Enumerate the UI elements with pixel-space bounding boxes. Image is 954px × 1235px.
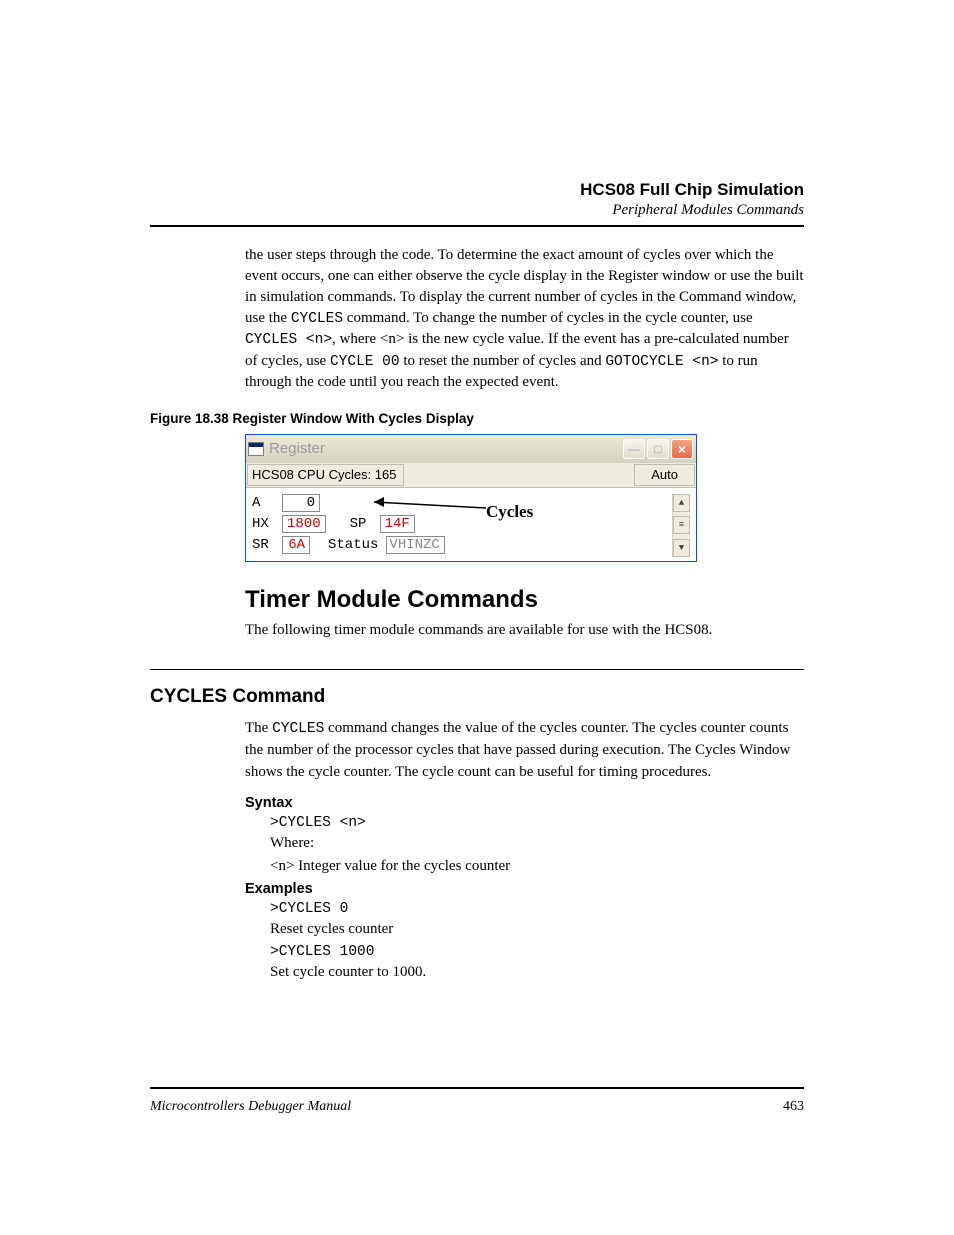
reg-sp-label: SP <box>350 516 372 532</box>
window-title: Register <box>269 440 325 457</box>
callout-arrow-icon <box>368 494 492 510</box>
page-header: HCS08 Full Chip Simulation Peripheral Mo… <box>150 180 804 219</box>
close-button[interactable]: × <box>671 439 693 459</box>
window-icon <box>248 442 264 456</box>
reg-status-value[interactable]: VHINZC <box>386 536 444 554</box>
cycles-callout-label: Cycles <box>486 502 533 522</box>
examples-heading: Examples <box>245 881 804 897</box>
reg-hx-value[interactable]: 1800 <box>282 515 326 533</box>
titlebar[interactable]: Register — □ × <box>246 435 696 463</box>
header-subtitle: Peripheral Modules Commands <box>150 202 804 219</box>
window-buttons: — □ × <box>623 439 693 459</box>
intro-text-2: command. To change the number of cycles … <box>343 310 753 326</box>
reg-hx-label: HX <box>252 516 274 532</box>
scroll-down-icon[interactable]: ▼ <box>673 539 690 557</box>
maximize-button[interactable]: □ <box>647 439 669 459</box>
scrollbar[interactable]: ▲ ≡ ▼ <box>672 494 690 557</box>
example-line-1: >CYCLES 0 <box>270 901 804 917</box>
cycles-command-heading: CYCLES Command <box>150 686 804 708</box>
register-window: Register — □ × HCS08 CPU Cycles: 165 Aut… <box>245 434 697 562</box>
syntax-block: >CYCLES <n> Where: <n> Integer value for… <box>270 815 804 875</box>
footer-manual-title: Microcontrollers Debugger Manual <box>150 1099 351 1115</box>
scroll-up-icon[interactable]: ▲ <box>673 494 690 512</box>
cpu-cycles-field[interactable]: HCS08 CPU Cycles: 165 <box>247 464 404 486</box>
intro-text-4: to reset the number of cycles and <box>400 353 606 369</box>
figure-caption: Figure 18.38 Register Window With Cycles… <box>150 411 804 426</box>
timer-module-heading: Timer Module Commands <box>245 586 804 614</box>
code-cycles: CYCLES <box>291 311 343 327</box>
auto-button[interactable]: Auto <box>634 464 695 486</box>
header-rule <box>150 225 804 227</box>
cycles-command-para: The CYCLES command changes the value of … <box>245 718 804 784</box>
reg-sr-label: SR <box>252 537 274 553</box>
page-footer: Microcontrollers Debugger Manual 463 <box>150 1087 804 1115</box>
footer-rule <box>150 1087 804 1089</box>
timer-module-intro: The following timer module commands are … <box>245 622 804 639</box>
cycles-para-t2: command changes the value of the cycles … <box>245 720 790 780</box>
syntax-line-2: Where: <box>270 835 804 852</box>
header-title: HCS08 Full Chip Simulation <box>150 180 804 200</box>
cycles-para-code: CYCLES <box>272 721 324 737</box>
page: HCS08 Full Chip Simulation Peripheral Mo… <box>0 0 954 1047</box>
scroll-thumb[interactable]: ≡ <box>673 516 690 534</box>
reg-a-label: A <box>252 495 274 511</box>
syntax-line-3: <n> Integer value for the cycles counter <box>270 858 804 875</box>
example-line-2: Reset cycles counter <box>270 921 804 938</box>
minimize-button[interactable]: — <box>623 439 645 459</box>
code-gotocycle: GOTOCYCLE <n> <box>605 354 718 370</box>
register-body: Cycles A 0 HX 1800 SP 14F SR 6A Status <box>246 488 696 561</box>
register-row-hx-sp: HX 1800 SP 14F <box>252 515 672 533</box>
reg-sp-value[interactable]: 14F <box>380 515 415 533</box>
syntax-line-1: >CYCLES <n> <box>270 815 804 831</box>
intro-paragraph: the user steps through the code. To dete… <box>245 245 804 393</box>
register-row-sr: SR 6A Status VHINZC <box>252 536 672 554</box>
reg-a-value[interactable]: 0 <box>282 494 320 512</box>
register-grid: Cycles A 0 HX 1800 SP 14F SR 6A Status <box>252 494 672 557</box>
register-toolbar: HCS08 CPU Cycles: 165 Auto <box>246 463 696 488</box>
titlebar-left: Register <box>248 440 325 457</box>
reg-status-label: Status <box>328 537 378 553</box>
example-line-3: >CYCLES 1000 <box>270 944 804 960</box>
code-cycles-n: CYCLES <n> <box>245 332 332 348</box>
cycles-para-t1: The <box>245 720 272 736</box>
code-cycle-00: CYCLE 00 <box>330 354 400 370</box>
examples-block: >CYCLES 0 Reset cycles counter >CYCLES 1… <box>270 901 804 981</box>
footer-row: Microcontrollers Debugger Manual 463 <box>150 1099 804 1115</box>
section-rule <box>150 669 804 670</box>
reg-sr-value[interactable]: 6A <box>282 536 310 554</box>
page-number: 463 <box>783 1099 804 1115</box>
example-line-4: Set cycle counter to 1000. <box>270 964 804 981</box>
syntax-heading: Syntax <box>245 795 804 811</box>
